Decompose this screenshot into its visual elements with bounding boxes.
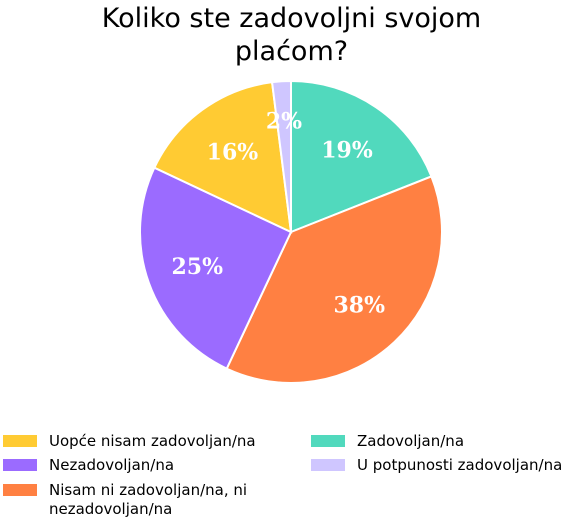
chart-title-line-1: Koliko ste zadovoljni svojom — [101, 3, 482, 34]
chart-title: Koliko ste zadovoljni svojom plaćom? — [0, 2, 583, 68]
pie-slice — [270, 79, 292, 233]
pie-slice — [225, 175, 443, 384]
pie-slice — [139, 166, 293, 370]
slice-percent-label: 19% — [321, 138, 373, 164]
slice-percent-label: 16% — [207, 139, 259, 165]
slice-percent-label: 38% — [333, 293, 385, 319]
slice-percent-label: 25% — [171, 254, 223, 280]
pie-slice — [153, 81, 293, 234]
pie-slice — [290, 79, 433, 234]
slice-percent-label: 2% — [266, 108, 302, 134]
chart-title-line-2: plaćom? — [234, 36, 349, 67]
